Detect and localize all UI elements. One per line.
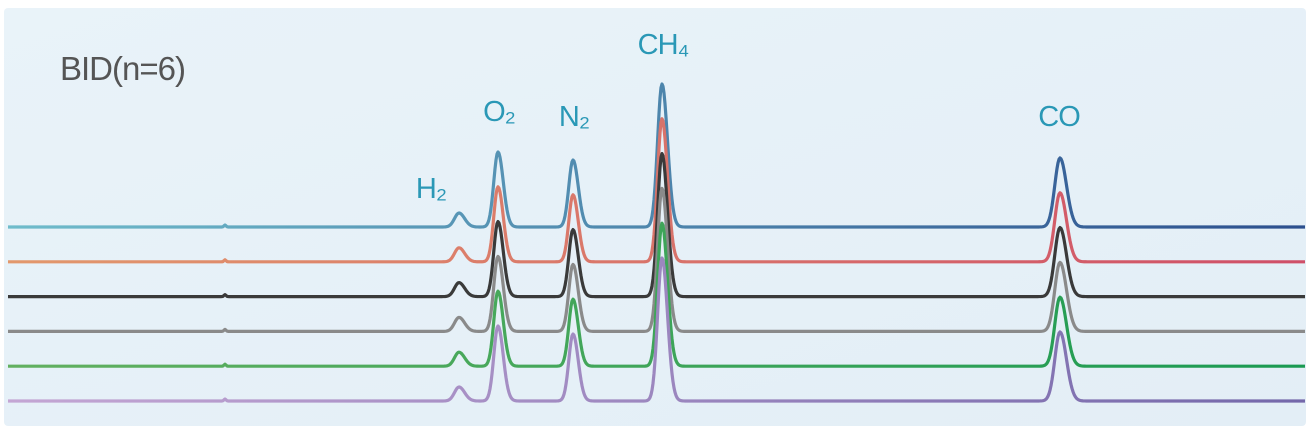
peak-label: CO (1038, 101, 1080, 133)
trace (7, 256, 1306, 403)
trace (7, 152, 1306, 299)
peak-label: CH₄ (638, 29, 689, 61)
peak-labels: H₂ O₂ N₂ CH₄ CO (416, 29, 1081, 205)
peak-label: N₂ (559, 101, 589, 133)
traces (7, 82, 1306, 403)
trace (7, 221, 1306, 368)
peak-label: O₂ (483, 96, 515, 128)
trace (7, 186, 1306, 333)
detector-label: BID(n=6) (60, 50, 185, 87)
trace (7, 117, 1306, 264)
trace (7, 82, 1306, 229)
peak-label: H₂ (416, 173, 446, 205)
